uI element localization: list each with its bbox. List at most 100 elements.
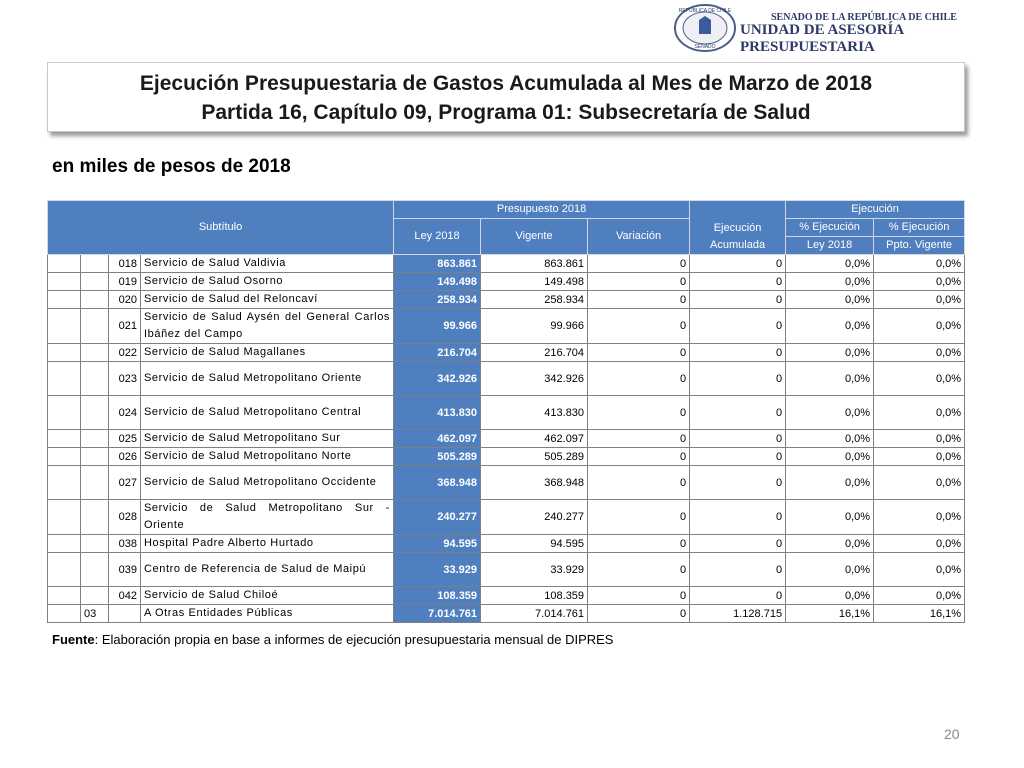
cell-blank <box>47 254 81 273</box>
cell-pct-vig: 0,0% <box>873 534 966 553</box>
cell-name: Servicio de Salud Metropolitano Sur - Or… <box>139 499 395 535</box>
cell-item <box>80 534 109 553</box>
header-text: Ejecución <box>713 222 762 234</box>
table-row: 03 A Otras Entidades Públicas 7.014.761 7.0… <box>47 604 966 623</box>
cell-item: 03 <box>80 604 109 623</box>
cell-variacion: 0 <box>587 395 691 430</box>
header-pct-vig: % Ejecución <box>873 218 966 237</box>
header-presupuesto: Presupuesto 2018 <box>393 200 691 219</box>
cell-pct-vig: 0,0% <box>873 465 966 500</box>
table-row: 026 Servicio de Salud Metropolitano Norte… <box>47 447 966 466</box>
cell-pct-ley: 0,0% <box>785 254 875 273</box>
cell-ley: 94.595 <box>393 534 482 553</box>
table-row: 024 Servicio de Salud Metropolitano Centr… <box>47 395 966 430</box>
cell-item <box>80 395 109 430</box>
source-text: : Elaboración propia en base a informes … <box>94 632 614 647</box>
cell-pct-ley: 0,0% <box>785 395 875 430</box>
cell-blank <box>47 272 81 291</box>
budget-table: Subtítulo Presupuesto 2018 Ejecución Acum… <box>46 200 966 623</box>
cell-pct-ley: 0,0% <box>785 586 875 605</box>
cell-ejecucion: 0 <box>689 429 787 448</box>
cell-name: Servicio de Salud Metropolitano Occident… <box>139 465 395 500</box>
cell-ley: 505.289 <box>393 447 482 466</box>
cell-pct-ley: 16,1% <box>785 604 875 623</box>
cell-vigente: 342.926 <box>480 361 589 396</box>
cell-code: 022 <box>108 343 141 362</box>
cell-variacion: 0 <box>587 534 691 553</box>
cell-ejecucion: 0 <box>689 499 787 535</box>
table-row: 027 Servicio de Salud Metropolitano Occid… <box>47 465 966 500</box>
cell-variacion: 0 <box>587 290 691 309</box>
cell-blank <box>47 604 81 623</box>
cell-item <box>80 343 109 362</box>
table-row: 020 Servicio de Salud del Reloncaví 258.93… <box>47 290 966 309</box>
cell-item <box>80 361 109 396</box>
cell-variacion: 0 <box>587 272 691 291</box>
cell-variacion: 0 <box>587 552 691 587</box>
cell-name: A Otras Entidades Públicas <box>139 604 395 623</box>
cell-code: 020 <box>108 290 141 309</box>
cell-ley: 413.830 <box>393 395 482 430</box>
table-body: 018 Servicio de Salud Valdivia 863.861 863.… <box>47 254 966 623</box>
cell-name: Servicio de Salud Osorno <box>139 272 395 291</box>
header-vigente: Vigente <box>480 218 589 255</box>
table-row: 023 Servicio de Salud Metropolitano Orien… <box>47 361 966 396</box>
cell-ejecucion: 0 <box>689 586 787 605</box>
cell-pct-ley: 0,0% <box>785 447 875 466</box>
cell-pct-ley: 0,0% <box>785 465 875 500</box>
source-label: Fuente <box>52 632 95 647</box>
source: Fuente: Elaboración propia en base a inf… <box>52 632 613 647</box>
cell-variacion: 0 <box>587 499 691 535</box>
cell-name: Servicio de Salud Aysén del General Carl… <box>139 308 395 344</box>
cell-blank <box>47 586 81 605</box>
cell-blank <box>47 290 81 309</box>
cell-name: Servicio de Salud Metropolitano Norte <box>139 447 395 466</box>
cell-name: Servicio de Salud Chiloé <box>139 586 395 605</box>
cell-name: Centro de Referencia de Salud de Maipú <box>139 552 395 587</box>
cell-pct-vig: 0,0% <box>873 361 966 396</box>
cell-ley: 863.861 <box>393 254 482 273</box>
cell-variacion: 0 <box>587 308 691 344</box>
cell-variacion: 0 <box>587 254 691 273</box>
cell-blank <box>47 465 81 500</box>
cell-vigente: 99.966 <box>480 308 589 344</box>
cell-ejecucion: 0 <box>689 290 787 309</box>
cell-name: Servicio de Salud Valdivia <box>139 254 395 273</box>
cell-item <box>80 254 109 273</box>
table-row: 042 Servicio de Salud Chiloé 108.359 108.35… <box>47 586 966 605</box>
header-ejecucion: Ejecución <box>785 200 966 219</box>
cell-blank <box>47 499 81 535</box>
cell-vigente: 505.289 <box>480 447 589 466</box>
cell-code <box>108 604 141 623</box>
cell-variacion: 0 <box>587 586 691 605</box>
cell-ejecucion: 0 <box>689 447 787 466</box>
cell-pct-ley: 0,0% <box>785 499 875 535</box>
org-line1: SENADO DE LA REPÚBLICA DE CHILE <box>771 12 957 23</box>
table-row: 025 Servicio de Salud Metropolitano Sur 46… <box>47 429 966 448</box>
cell-vigente: 240.277 <box>480 499 589 535</box>
cell-blank <box>47 361 81 396</box>
header-pct-ley: % Ejecución <box>785 218 875 237</box>
cell-pct-vig: 0,0% <box>873 552 966 587</box>
cell-vigente: 7.014.761 <box>480 604 589 623</box>
subtitle: en miles de pesos de 2018 <box>52 156 291 177</box>
cell-code: 025 <box>108 429 141 448</box>
cell-ley: 462.097 <box>393 429 482 448</box>
cell-ley: 7.014.761 <box>393 604 482 623</box>
cell-vigente: 368.948 <box>480 465 589 500</box>
cell-variacion: 0 <box>587 447 691 466</box>
cell-item <box>80 586 109 605</box>
cell-code: 018 <box>108 254 141 273</box>
cell-code: 028 <box>108 499 141 535</box>
title-line2: Partida 16, Capítulo 09, Programa 01: Su… <box>201 101 811 124</box>
table-row: 022 Servicio de Salud Magallanes 216.704 21… <box>47 343 966 362</box>
cell-vigente: 258.934 <box>480 290 589 309</box>
table-row: 019 Servicio de Salud Osorno 149.498 149.49… <box>47 272 966 291</box>
cell-item <box>80 499 109 535</box>
table-row: 039 Centro de Referencia de Salud de Maip… <box>47 552 966 587</box>
cell-vigente: 863.861 <box>480 254 589 273</box>
cell-pct-vig: 16,1% <box>873 604 966 623</box>
cell-ley: 216.704 <box>393 343 482 362</box>
cell-item <box>80 447 109 466</box>
cell-pct-ley: 0,0% <box>785 272 875 291</box>
